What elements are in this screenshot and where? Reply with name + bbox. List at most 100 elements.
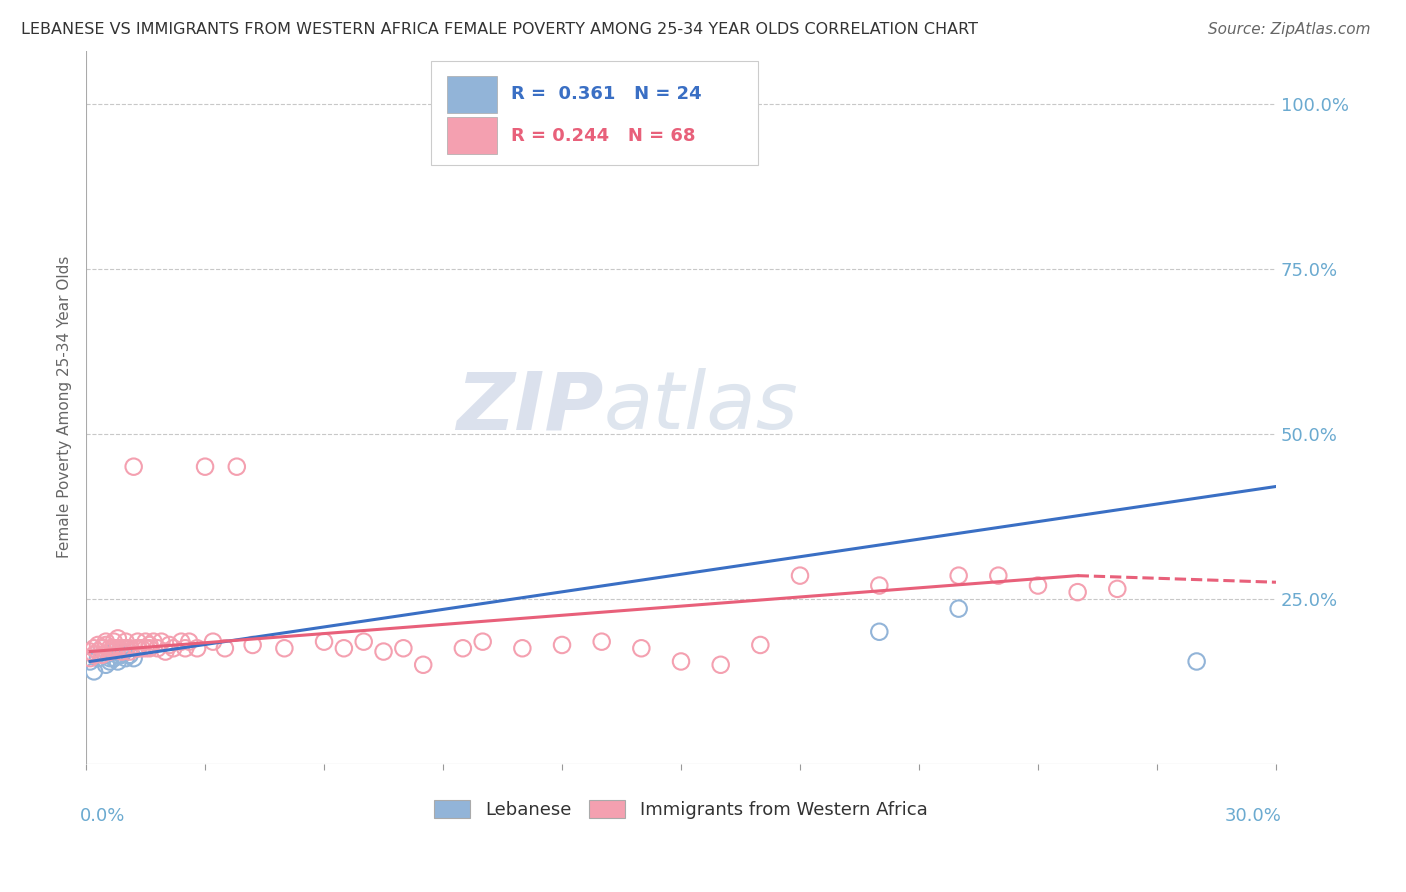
Legend: Lebanese, Immigrants from Western Africa: Lebanese, Immigrants from Western Africa (427, 792, 935, 826)
Point (1026, 578, 1049, 592)
Point (242, 638, 264, 652)
Point (94, 634, 117, 648)
Point (1107, 582, 1129, 596)
Point (107, 655, 129, 669)
Point (451, 641, 474, 656)
Point (138, 641, 160, 656)
Point (630, 641, 652, 656)
Point (87, 644, 110, 658)
Point (155, 644, 177, 658)
Point (170, 634, 193, 648)
Point (90, 648, 112, 662)
Point (118, 641, 141, 656)
Point (138, 638, 160, 652)
Point (111, 641, 134, 656)
Point (131, 641, 153, 656)
Point (127, 634, 149, 648)
Point (103, 641, 125, 656)
Point (710, 657, 733, 672)
FancyBboxPatch shape (447, 76, 496, 112)
Point (194, 459, 217, 474)
Point (157, 638, 180, 652)
Point (1185, 655, 1208, 669)
FancyBboxPatch shape (447, 117, 496, 154)
Point (94, 648, 117, 662)
Point (551, 638, 574, 652)
Point (111, 644, 134, 658)
Point (987, 568, 1010, 582)
Text: 0.0%: 0.0% (80, 806, 125, 824)
Point (111, 644, 134, 658)
Point (186, 641, 208, 656)
Point (103, 644, 125, 658)
Point (107, 648, 129, 662)
Point (146, 641, 169, 656)
Point (94, 657, 117, 672)
Point (114, 641, 136, 656)
Point (948, 601, 970, 615)
Y-axis label: Female Poverty Among 25-34 Year Olds: Female Poverty Among 25-34 Year Olds (58, 256, 72, 558)
Point (107, 632, 129, 646)
Text: ZIP: ZIP (457, 368, 603, 446)
Point (87, 651, 110, 665)
Point (98, 644, 121, 658)
Point (98, 655, 121, 669)
Point (868, 624, 890, 639)
Text: atlas: atlas (603, 368, 799, 446)
Point (373, 644, 395, 658)
Point (273, 641, 295, 656)
Point (591, 96, 613, 111)
Point (83, 648, 105, 662)
Point (142, 634, 165, 648)
Point (1066, 585, 1088, 599)
Text: R =  0.361   N = 24: R = 0.361 N = 24 (510, 85, 702, 103)
Point (669, 655, 692, 669)
Point (118, 644, 141, 658)
Point (471, 634, 494, 648)
Point (114, 641, 136, 656)
Point (94, 638, 117, 652)
Point (201, 634, 224, 648)
Text: Source: ZipAtlas.com: Source: ZipAtlas.com (1208, 22, 1371, 37)
Point (127, 641, 149, 656)
Point (83, 665, 105, 679)
Point (111, 648, 134, 662)
Point (90, 641, 112, 656)
Point (114, 651, 136, 665)
Point (122, 651, 145, 665)
Point (107, 641, 129, 656)
Text: R = 0.244   N = 68: R = 0.244 N = 68 (510, 127, 696, 145)
Point (103, 634, 125, 648)
Point (591, 634, 613, 648)
Point (512, 641, 534, 656)
Point (98, 641, 121, 656)
Point (392, 641, 415, 656)
Point (83, 641, 105, 656)
Point (412, 657, 434, 672)
Point (174, 641, 197, 656)
Point (150, 634, 173, 648)
Point (79, 651, 101, 665)
Point (353, 634, 375, 648)
Point (79, 655, 101, 669)
Point (225, 459, 247, 474)
Point (87, 638, 110, 652)
Point (118, 648, 141, 662)
Point (114, 634, 136, 648)
Point (948, 568, 970, 582)
Point (90, 641, 112, 656)
Text: 30.0%: 30.0% (1225, 806, 1282, 824)
Point (333, 641, 356, 656)
FancyBboxPatch shape (432, 62, 758, 165)
Point (79, 644, 101, 658)
Point (312, 634, 335, 648)
Point (98, 651, 121, 665)
Point (214, 641, 236, 656)
Point (162, 641, 184, 656)
Point (135, 634, 157, 648)
Point (179, 634, 201, 648)
Point (103, 651, 125, 665)
Point (127, 641, 149, 656)
Point (135, 641, 157, 656)
Point (749, 638, 772, 652)
